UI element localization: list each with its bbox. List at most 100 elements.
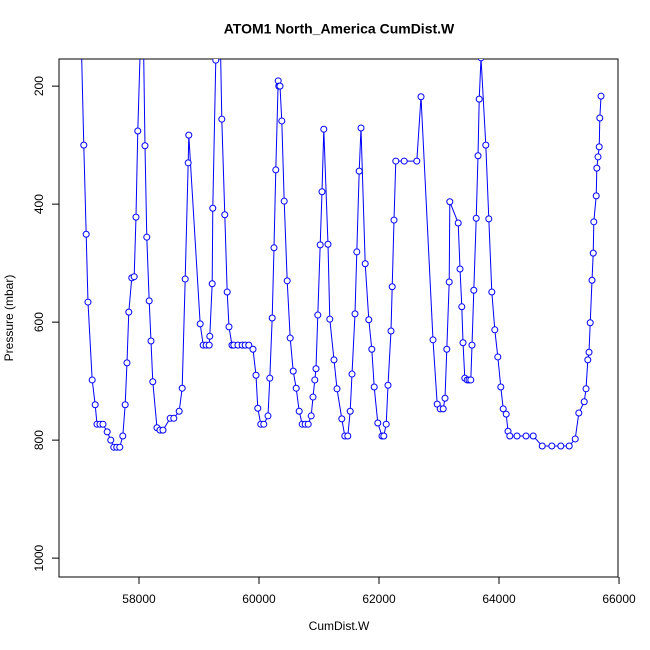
y-tick-label: 200 bbox=[32, 76, 46, 96]
data-point bbox=[130, 273, 138, 281]
x-axis-label: CumDist.W bbox=[309, 619, 370, 633]
data-point bbox=[138, 27, 144, 33]
data-point bbox=[121, 401, 129, 409]
data-point bbox=[361, 260, 369, 268]
data-point bbox=[445, 278, 453, 286]
data-point bbox=[116, 443, 124, 451]
data-point bbox=[392, 157, 400, 165]
data-point bbox=[88, 376, 96, 384]
data-point bbox=[351, 310, 359, 318]
data-point bbox=[586, 319, 594, 327]
data-point bbox=[582, 385, 590, 393]
data-point bbox=[264, 412, 272, 420]
data-point bbox=[326, 315, 334, 323]
data-point bbox=[295, 407, 303, 415]
data-point bbox=[491, 326, 499, 334]
data-point bbox=[502, 410, 510, 418]
data-point bbox=[218, 115, 226, 123]
data-point bbox=[149, 378, 157, 386]
data-point bbox=[196, 320, 204, 328]
data-point bbox=[548, 442, 556, 450]
data-point bbox=[286, 334, 294, 342]
data-point bbox=[103, 428, 111, 436]
data-point bbox=[132, 213, 140, 221]
data-point bbox=[217, 17, 223, 23]
data-point bbox=[370, 383, 378, 391]
data-point bbox=[596, 114, 604, 122]
data-point bbox=[590, 218, 598, 226]
x-tick-label: 66000 bbox=[602, 592, 636, 606]
data-point bbox=[387, 327, 395, 335]
data-point bbox=[134, 127, 142, 135]
data-point bbox=[178, 384, 186, 392]
data-point bbox=[380, 432, 388, 440]
data-point bbox=[382, 420, 390, 428]
data-point bbox=[312, 365, 320, 373]
data-point bbox=[249, 345, 257, 353]
data-point bbox=[225, 323, 233, 331]
data-point bbox=[355, 167, 363, 175]
data-point bbox=[594, 153, 602, 161]
data-point bbox=[181, 275, 189, 283]
x-tick-label: 60000 bbox=[242, 592, 276, 606]
y-tick-label: 800 bbox=[32, 430, 46, 450]
data-point bbox=[575, 409, 583, 417]
data-point bbox=[477, 59, 485, 62]
data-point bbox=[374, 419, 382, 427]
data-point bbox=[400, 157, 408, 165]
data-point bbox=[84, 298, 92, 306]
data-point bbox=[459, 339, 467, 347]
data-point bbox=[209, 204, 217, 212]
data-point bbox=[107, 436, 115, 444]
x-tick-label: 64000 bbox=[482, 592, 516, 606]
data-point bbox=[388, 283, 396, 291]
data-point bbox=[309, 393, 317, 401]
data-point bbox=[245, 341, 253, 349]
data-point bbox=[78, 17, 84, 23]
data-point bbox=[344, 432, 352, 440]
data-point bbox=[208, 280, 216, 288]
data-point bbox=[482, 141, 490, 149]
data-point bbox=[307, 412, 315, 420]
data-point bbox=[357, 124, 365, 132]
data-point bbox=[140, 17, 146, 23]
data-point bbox=[353, 248, 361, 256]
data-point bbox=[439, 405, 447, 413]
data-point bbox=[538, 442, 546, 450]
data-point bbox=[311, 376, 319, 384]
data-point bbox=[170, 414, 178, 422]
data-point bbox=[212, 59, 220, 64]
data-point bbox=[318, 188, 326, 196]
data-point bbox=[346, 407, 354, 415]
data-point bbox=[338, 415, 346, 423]
data-point bbox=[474, 152, 482, 160]
data-point bbox=[289, 367, 297, 375]
data-point bbox=[80, 141, 88, 149]
data-point bbox=[522, 432, 530, 440]
data-point bbox=[175, 407, 183, 415]
data-point bbox=[529, 432, 537, 440]
data-point bbox=[458, 303, 466, 311]
data-point bbox=[185, 131, 193, 139]
data-point bbox=[513, 432, 521, 440]
x-tick-label: 62000 bbox=[362, 592, 396, 606]
data-point bbox=[184, 159, 192, 167]
data-point bbox=[119, 432, 127, 440]
data-point bbox=[571, 435, 579, 443]
data-point bbox=[324, 240, 332, 248]
data-point bbox=[475, 95, 483, 103]
data-point bbox=[468, 341, 476, 349]
data-point bbox=[443, 345, 451, 353]
data-point bbox=[417, 93, 425, 101]
data-point bbox=[280, 197, 288, 205]
data-point bbox=[147, 337, 155, 345]
data-point bbox=[592, 192, 600, 200]
data-point bbox=[584, 356, 592, 364]
data-point bbox=[413, 157, 421, 165]
data-point bbox=[316, 241, 324, 249]
data-point bbox=[292, 384, 300, 392]
data-point bbox=[270, 244, 278, 252]
data-point bbox=[123, 359, 131, 367]
data-point bbox=[565, 442, 573, 450]
data-point bbox=[125, 308, 133, 316]
